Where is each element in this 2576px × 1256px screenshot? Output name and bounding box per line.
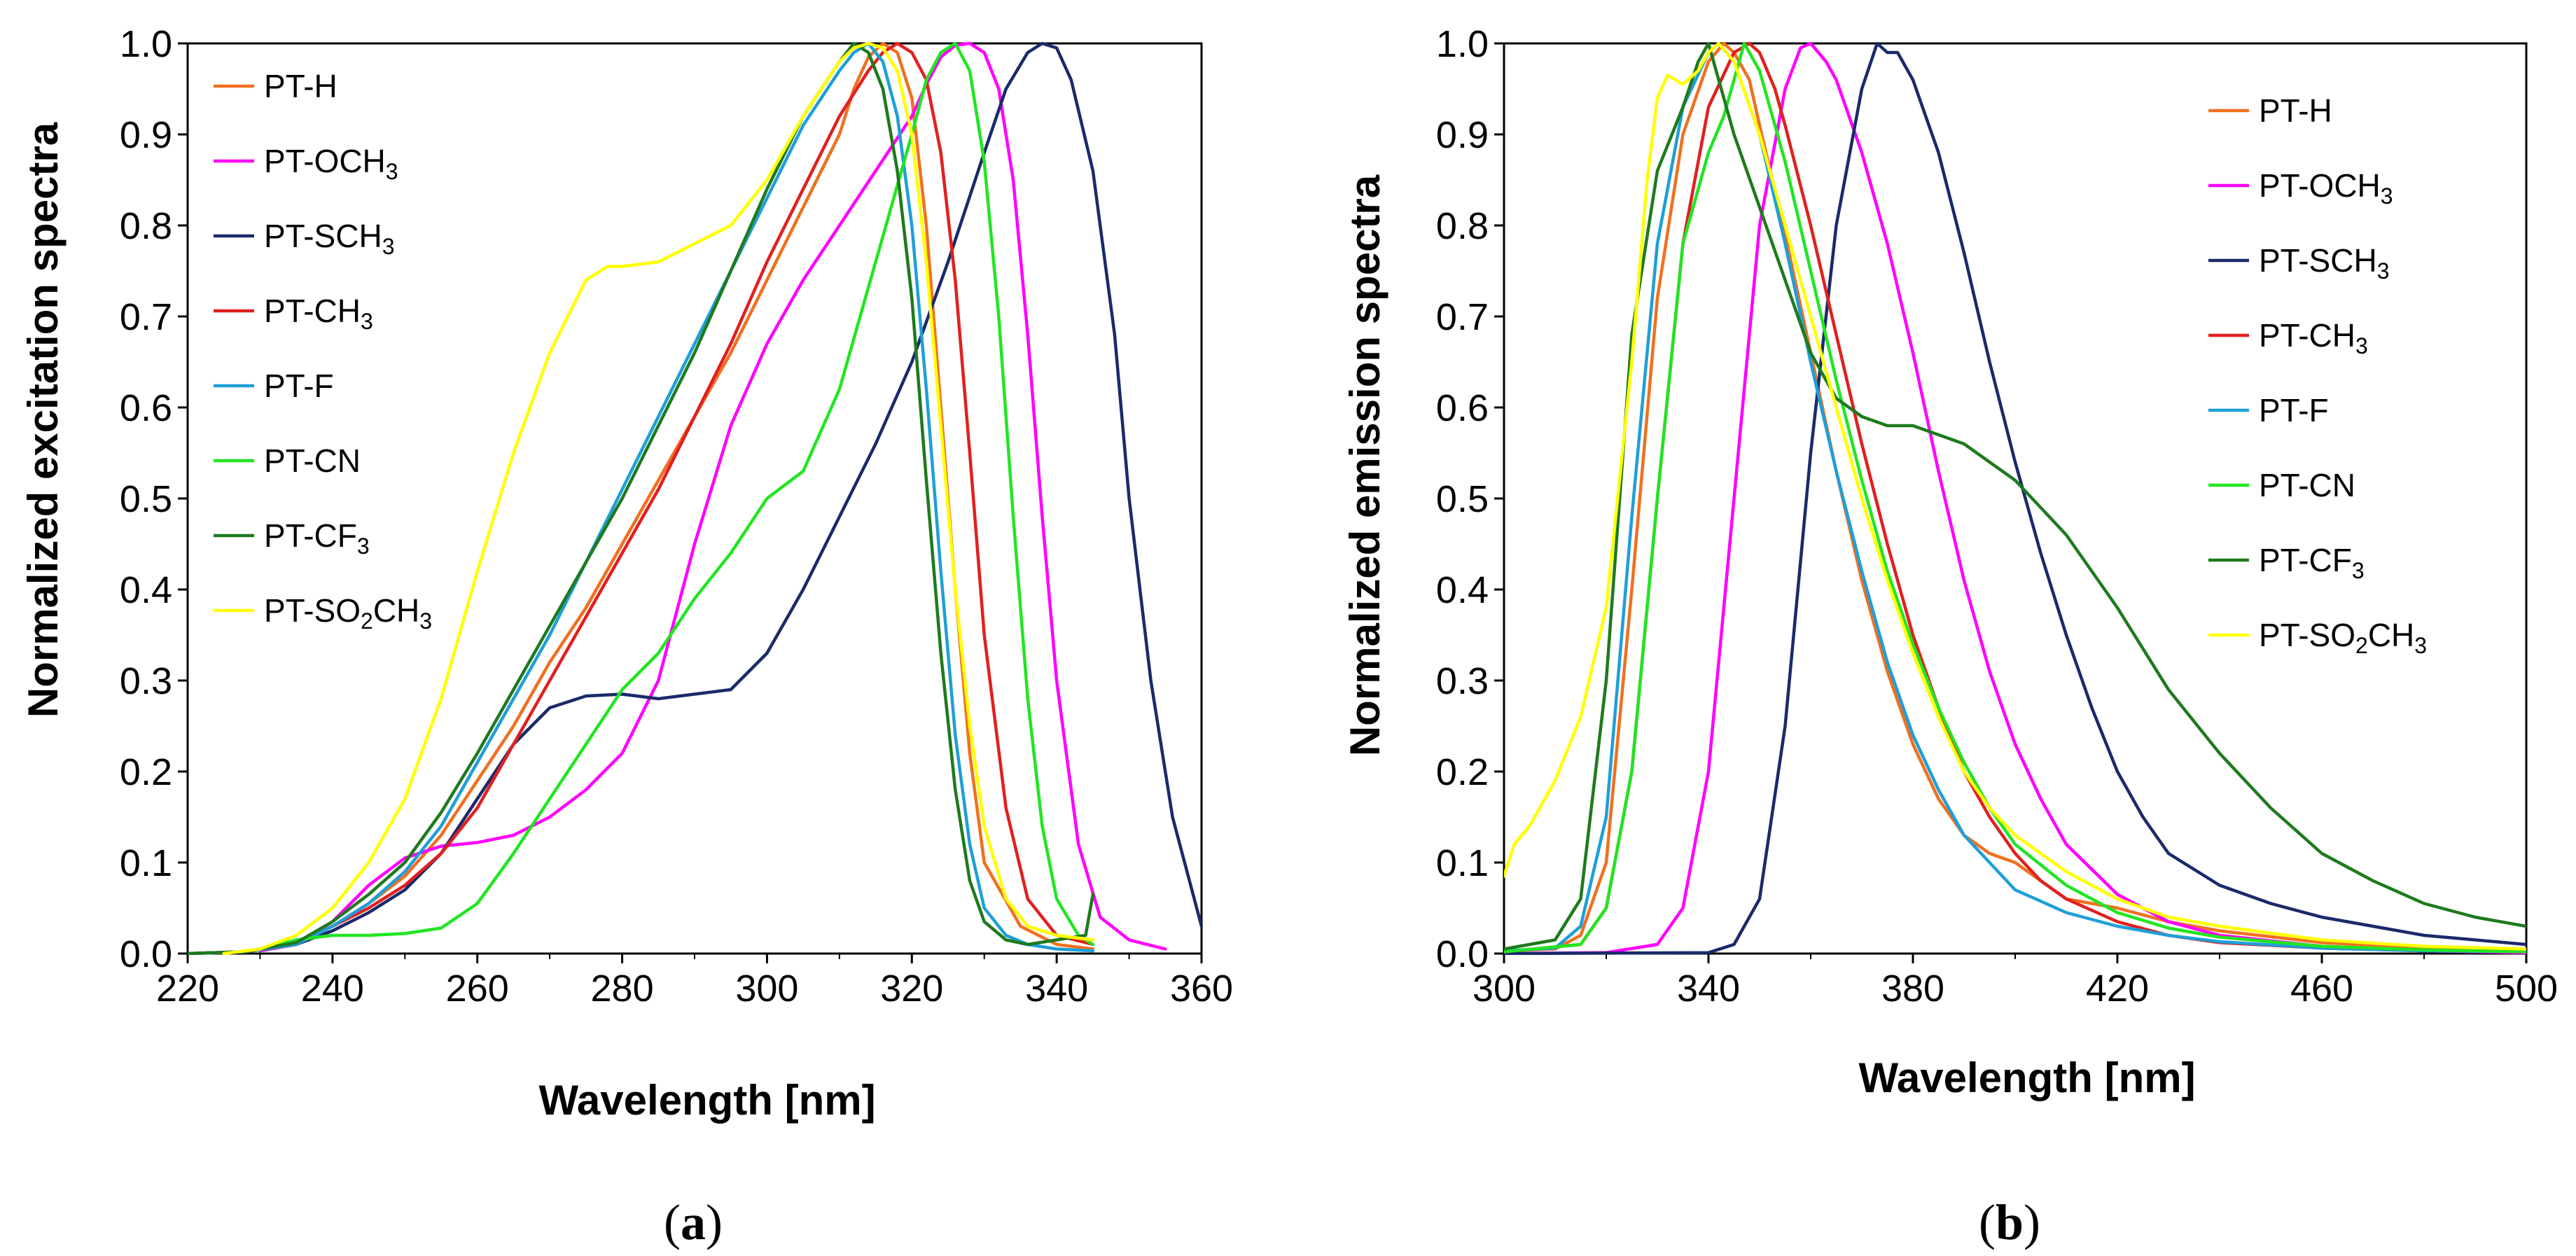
panel-b-label: (b)	[1979, 1194, 2040, 1250]
panel-a-label: (a)	[664, 1194, 723, 1250]
legend-label: PT-SCH3	[264, 218, 394, 259]
legend-label: PT-H	[264, 68, 337, 104]
legend-label: PT-H	[2259, 92, 2332, 129]
series-line-pt-sch3	[1504, 42, 2526, 955]
x-tick-label: 360	[1170, 968, 1233, 1010]
series-line-pt-f	[188, 42, 1095, 955]
x-tick-label: 280	[591, 968, 654, 1010]
legend: PT-H PT-OCH3 PT-SCH3 PT-CH3 PT-F PT-CN PT-CF3 P…	[2208, 92, 2427, 658]
series-line-pt-cf3	[1504, 42, 2526, 951]
x-tick-label: 340	[1677, 968, 1740, 1010]
series-line-pt-so2ch3	[1504, 42, 2526, 951]
x-tick-label: 500	[2495, 968, 2558, 1010]
y-tick-label: 0.7	[120, 296, 172, 338]
legend-label: PT-CF3	[2259, 542, 2365, 583]
y-tick-label: 0.5	[120, 478, 172, 520]
y-tick-label: 0.3	[1436, 660, 1489, 702]
series-line-pt-och3	[258, 42, 1167, 953]
legend-label: PT-OCH3	[2259, 167, 2393, 209]
legend-label: PT-SO2CH3	[264, 592, 432, 634]
series-line-pt-f	[1504, 42, 2526, 954]
legend-label: PT-CN	[2259, 467, 2355, 503]
series-line-pt-cn	[1504, 42, 2526, 954]
y-tick-label: 0.7	[1436, 296, 1489, 338]
y-tick-label: 0.4	[1436, 569, 1489, 611]
series-line-pt-cn	[258, 42, 1095, 951]
x-tick-label: 420	[2086, 968, 2149, 1010]
x-tick-label: 460	[2290, 968, 2353, 1010]
x-tick-label: 260	[446, 968, 509, 1010]
y-tick-label: 1.0	[120, 23, 172, 65]
y-tick-label: 0.6	[1436, 387, 1489, 429]
x-tick-label: 320	[880, 968, 943, 1010]
panel-b-y-axis-title: Normalized emission spectra	[1342, 174, 1388, 756]
legend-label: PT-CH3	[2259, 317, 2368, 358]
y-tick-label: 0.1	[1436, 842, 1489, 884]
panel-b-chart: Wavelength [nm] Normalized emission spec…	[1342, 23, 2558, 1250]
y-tick-label: 0.8	[120, 205, 172, 247]
legend-label: PT-OCH3	[264, 143, 398, 184]
series-line-pt-sch3	[188, 42, 1202, 955]
legend-label: PT-CN	[264, 442, 361, 479]
x-tick-label: 300	[1473, 968, 1536, 1010]
y-tick-label: 0.0	[1436, 933, 1489, 975]
x-tick-label: 300	[735, 968, 798, 1010]
legend-label: PT-SCH3	[2259, 242, 2389, 284]
legend-label: PT-F	[264, 368, 334, 404]
series-line-pt-so2ch3	[222, 42, 1095, 955]
y-tick-label: 0.9	[1436, 114, 1489, 156]
y-tick-label: 0.3	[120, 660, 172, 702]
panel-a-x-axis-title: Wavelength [nm]	[538, 1077, 875, 1124]
y-tick-label: 0.5	[1436, 478, 1489, 520]
x-tick-label: 220	[156, 968, 219, 1010]
legend-label: PT-CH3	[264, 293, 373, 334]
legend: PT-H PT-OCH3 PT-SCH3 PT-CH3 PT-F PT-CN PT-CF3 P…	[214, 68, 432, 634]
y-tick-label: 0.4	[120, 569, 172, 611]
series-line-pt-ch3	[188, 42, 1095, 955]
legend-label: PT-CF3	[264, 517, 370, 559]
panel-a-chart: Wavelength [nm] Normalized excitation sp…	[20, 23, 1233, 1250]
x-tick-label: 240	[301, 968, 364, 1010]
y-tick-label: 0.1	[120, 842, 172, 884]
y-tick-label: 0.8	[1436, 205, 1489, 247]
y-tick-label: 1.0	[1436, 23, 1489, 65]
y-tick-label: 0.9	[120, 114, 172, 156]
legend-label: PT-F	[2259, 392, 2329, 428]
y-tick-label: 0.6	[120, 387, 172, 429]
panel-a-y-axis-title: Normalized excitation spectra	[20, 122, 67, 718]
x-tick-label: 340	[1025, 968, 1088, 1010]
y-tick-label: 0.0	[120, 933, 172, 975]
y-tick-label: 0.2	[120, 751, 172, 793]
x-tick-label: 380	[1881, 968, 1944, 1010]
legend-label: PT-SO2CH3	[2259, 617, 2427, 658]
panel-b-x-axis-title: Wavelength [nm]	[1858, 1054, 2195, 1101]
y-tick-label: 0.2	[1436, 751, 1489, 793]
